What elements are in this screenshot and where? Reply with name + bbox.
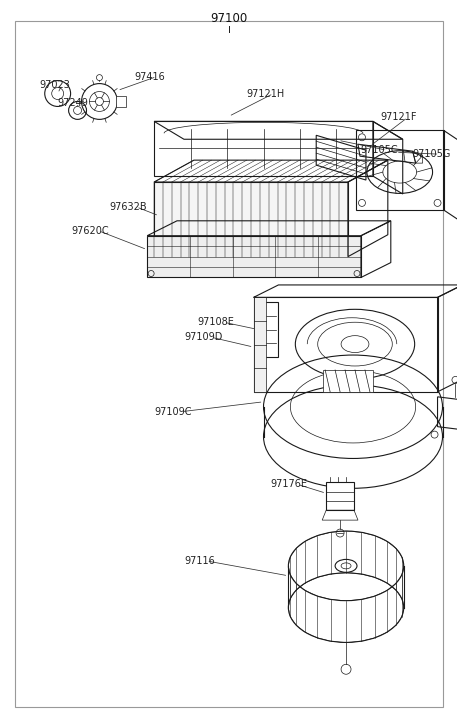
Text: 97100: 97100: [210, 12, 247, 25]
Bar: [325, 482, 353, 510]
Text: 97116: 97116: [184, 556, 214, 566]
Bar: [253, 297, 437, 392]
Text: 97121H: 97121H: [246, 89, 284, 99]
Bar: [256, 302, 278, 357]
Text: 97416: 97416: [134, 72, 165, 81]
Text: 97108E: 97108E: [196, 317, 233, 327]
Text: 97249: 97249: [57, 98, 89, 108]
Text: 97109C: 97109C: [154, 406, 191, 417]
Text: 97023: 97023: [39, 79, 71, 89]
Text: 97620C: 97620C: [72, 226, 109, 236]
Text: 97105G: 97105G: [412, 149, 450, 159]
Text: 97176E: 97176E: [270, 479, 307, 489]
Bar: [147, 236, 360, 278]
Bar: [323, 370, 372, 392]
Bar: [253, 297, 265, 392]
Text: 97121F: 97121F: [380, 113, 416, 122]
Text: 97109D: 97109D: [184, 332, 222, 342]
Text: 97105C: 97105C: [359, 145, 397, 155]
Bar: [355, 130, 442, 210]
Bar: [116, 95, 126, 108]
Bar: [154, 182, 347, 257]
Text: 97632B: 97632B: [109, 202, 147, 212]
